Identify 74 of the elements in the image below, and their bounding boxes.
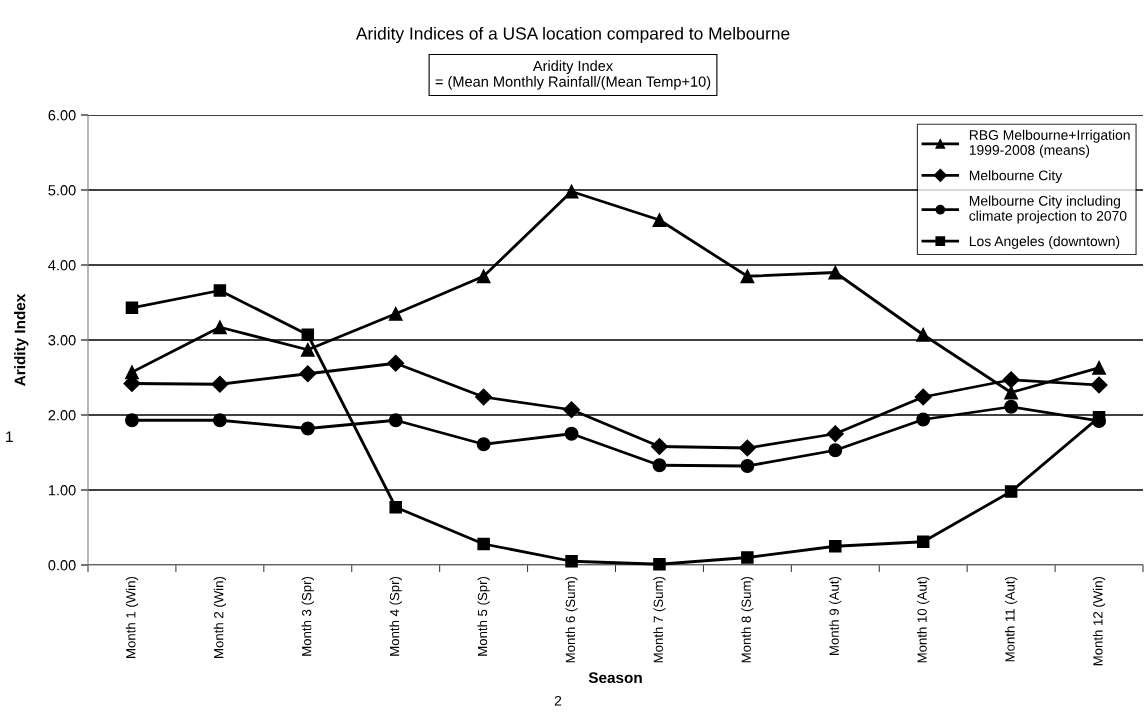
x-tick-label: Month 12 (Win) (1092, 576, 1106, 666)
point (389, 500, 402, 514)
point (301, 328, 315, 342)
x-tick-label: Month 9 (Aut) (829, 576, 842, 655)
point (213, 284, 227, 297)
y-tick-label: 0.00 (48, 560, 76, 571)
y-axis-title: Aridity Index (14, 293, 29, 386)
y-tick-label: 2.00 (48, 410, 76, 421)
chart-title: Aridity Indices of a USA location compared to Melbourne (355, 26, 790, 44)
point (476, 269, 491, 284)
point (1002, 371, 1020, 389)
legend-label: Melbourne City (969, 170, 1063, 184)
point (299, 365, 317, 383)
point (212, 413, 227, 428)
point (740, 269, 755, 284)
x-tick-label: Month 11 (Aut) (1004, 576, 1018, 662)
x-tick-label: Month 2 (Win) (213, 576, 227, 658)
point (1004, 485, 1018, 498)
point (653, 557, 666, 571)
y-tick-label: 4.00 (48, 260, 76, 271)
point (125, 413, 139, 428)
point (562, 401, 581, 419)
point (300, 421, 315, 436)
point (125, 301, 139, 315)
point (565, 554, 578, 568)
point (564, 426, 579, 441)
point (914, 388, 932, 406)
point (212, 320, 227, 335)
point (388, 413, 403, 428)
point (650, 437, 669, 456)
point (916, 412, 931, 427)
x-tick-label: Month 8 (Sum) (741, 576, 754, 663)
point (740, 459, 755, 473)
legend-label: Los Angeles (downtown) (969, 236, 1120, 249)
point (828, 265, 843, 280)
point (564, 184, 579, 199)
x-tick-label: Month 1 (Win) (125, 576, 139, 658)
point (387, 354, 405, 372)
point (477, 537, 490, 551)
point (829, 539, 842, 553)
text: Aridity Index = (Mean Monthly Rainfall/(Mean Temp+10) (435, 60, 711, 90)
legend-label: RBG Melbourne+Irrigation 1999-2008 (means) (969, 129, 1130, 158)
x-tick-label: Month 10 (Aut) (917, 576, 930, 663)
point (1004, 385, 1019, 400)
legend-label: Melbourne City including climate projection to 2070 (969, 195, 1127, 224)
y-tick-label: 1.00 (48, 485, 76, 496)
x-tick-label: Month 3 (Spr) (301, 576, 314, 656)
x-tick-label: Month 6 (Sum) (565, 576, 578, 663)
point (916, 327, 931, 342)
y-tick-label: 3.00 (48, 335, 76, 346)
y-tick-label: 5.00 (48, 185, 76, 196)
y-tick-label: 6.00 (48, 110, 76, 121)
point (738, 439, 756, 457)
point (652, 458, 667, 473)
point (826, 425, 844, 443)
point (388, 306, 403, 321)
point (916, 535, 930, 549)
point (476, 437, 491, 452)
x-tick-label: Month 5 (Spr) (477, 576, 490, 656)
point (211, 375, 229, 393)
point (652, 213, 667, 227)
point (1090, 376, 1108, 394)
text: 1 (6, 431, 13, 442)
point (741, 551, 754, 564)
point (1004, 399, 1019, 414)
point (125, 365, 139, 380)
point (475, 388, 493, 406)
x-tick-label: Month 4 (Spr) (389, 576, 402, 656)
x-axis-title: Season (588, 672, 642, 684)
text: 2 (554, 695, 562, 706)
x-tick-label: Month 7 (Sum) (653, 576, 666, 663)
point (300, 342, 315, 357)
point (828, 443, 843, 458)
point (1092, 360, 1106, 375)
